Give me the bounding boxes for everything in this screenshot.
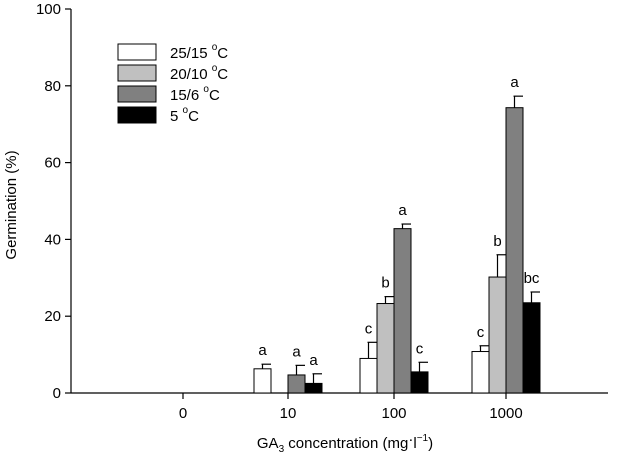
y-tick-label: 60 — [44, 155, 61, 172]
legend-label: 25/15 oC — [170, 42, 228, 62]
legend-label-value: 5 — [170, 108, 183, 125]
bar — [488, 276, 507, 394]
legend-label-value: 25/15 — [170, 45, 212, 62]
legend-label-unit: C — [188, 108, 199, 125]
significance-letter: a — [292, 343, 301, 360]
x-axis-title: GA3 concentration (mg·l−1) — [257, 431, 433, 455]
x-axis-title-prefix: GA — [257, 435, 279, 452]
x-axis-title-dot: · — [408, 431, 413, 448]
legend-swatch — [117, 85, 157, 103]
significance-letter: b — [381, 275, 389, 292]
legend-label: 15/6 oC — [170, 84, 220, 104]
y-axis-ticks: 0 20 40 60 80 100 — [36, 1, 71, 402]
x-tick-label: 100 — [381, 405, 406, 422]
bar — [471, 351, 490, 394]
significance-letter: c — [365, 320, 373, 337]
legend-label-degree: o — [183, 105, 189, 116]
significance-letter: a — [258, 342, 267, 359]
significance-letter: c — [477, 324, 485, 341]
y-tick-label: 100 — [36, 1, 61, 18]
legend-label-degree: o — [212, 63, 218, 74]
bar — [304, 382, 323, 394]
significance-letter: a — [398, 202, 407, 219]
y-axis-title: Germination (%) — [3, 150, 20, 259]
significance-letter: a — [309, 352, 318, 369]
bar — [359, 357, 378, 394]
legend-swatch — [117, 64, 157, 82]
x-axis-title-unit: l — [413, 435, 416, 452]
bar — [410, 371, 429, 394]
x-axis-title-mid: concentration (mg — [284, 435, 408, 452]
y-tick-label: 20 — [44, 308, 61, 325]
x-axis-title-sup: −1 — [417, 433, 429, 444]
legend-swatch — [117, 43, 157, 61]
bar — [393, 228, 412, 394]
x-axis-title-sub: 3 — [279, 444, 285, 455]
legend-label: 5 oC — [170, 105, 199, 125]
y-tick-label: 40 — [44, 231, 61, 248]
significance-letter: c — [416, 340, 424, 357]
x-tick-label: 0 — [179, 405, 187, 422]
bar — [253, 368, 272, 394]
bar — [505, 107, 524, 394]
legend-label-degree: o — [212, 42, 218, 53]
x-tick-label: 10 — [280, 405, 297, 422]
bar — [522, 302, 541, 394]
legend-label-value: 15/6 — [170, 87, 203, 104]
x-axis-title-suffix: ) — [428, 435, 433, 452]
legend-label-value: 20/10 — [170, 66, 212, 83]
legend-label-unit: C — [217, 45, 228, 62]
legend-swatch — [117, 106, 157, 124]
significance-letter: b — [493, 233, 501, 250]
y-tick-label: 80 — [44, 78, 61, 95]
significance-letter: bc — [524, 270, 540, 287]
legend-label-unit: C — [217, 66, 228, 83]
legend-label-degree: o — [203, 84, 209, 95]
y-tick-label: 0 — [53, 385, 61, 402]
legend-label-unit: C — [209, 87, 220, 104]
bar — [287, 374, 306, 394]
x-axis-ticks: 0 10 100 1000 — [179, 393, 523, 422]
significance-letter: a — [510, 74, 519, 91]
bar — [376, 303, 395, 394]
legend-label: 20/10 oC — [170, 63, 228, 83]
x-tick-label: 1000 — [489, 405, 522, 422]
